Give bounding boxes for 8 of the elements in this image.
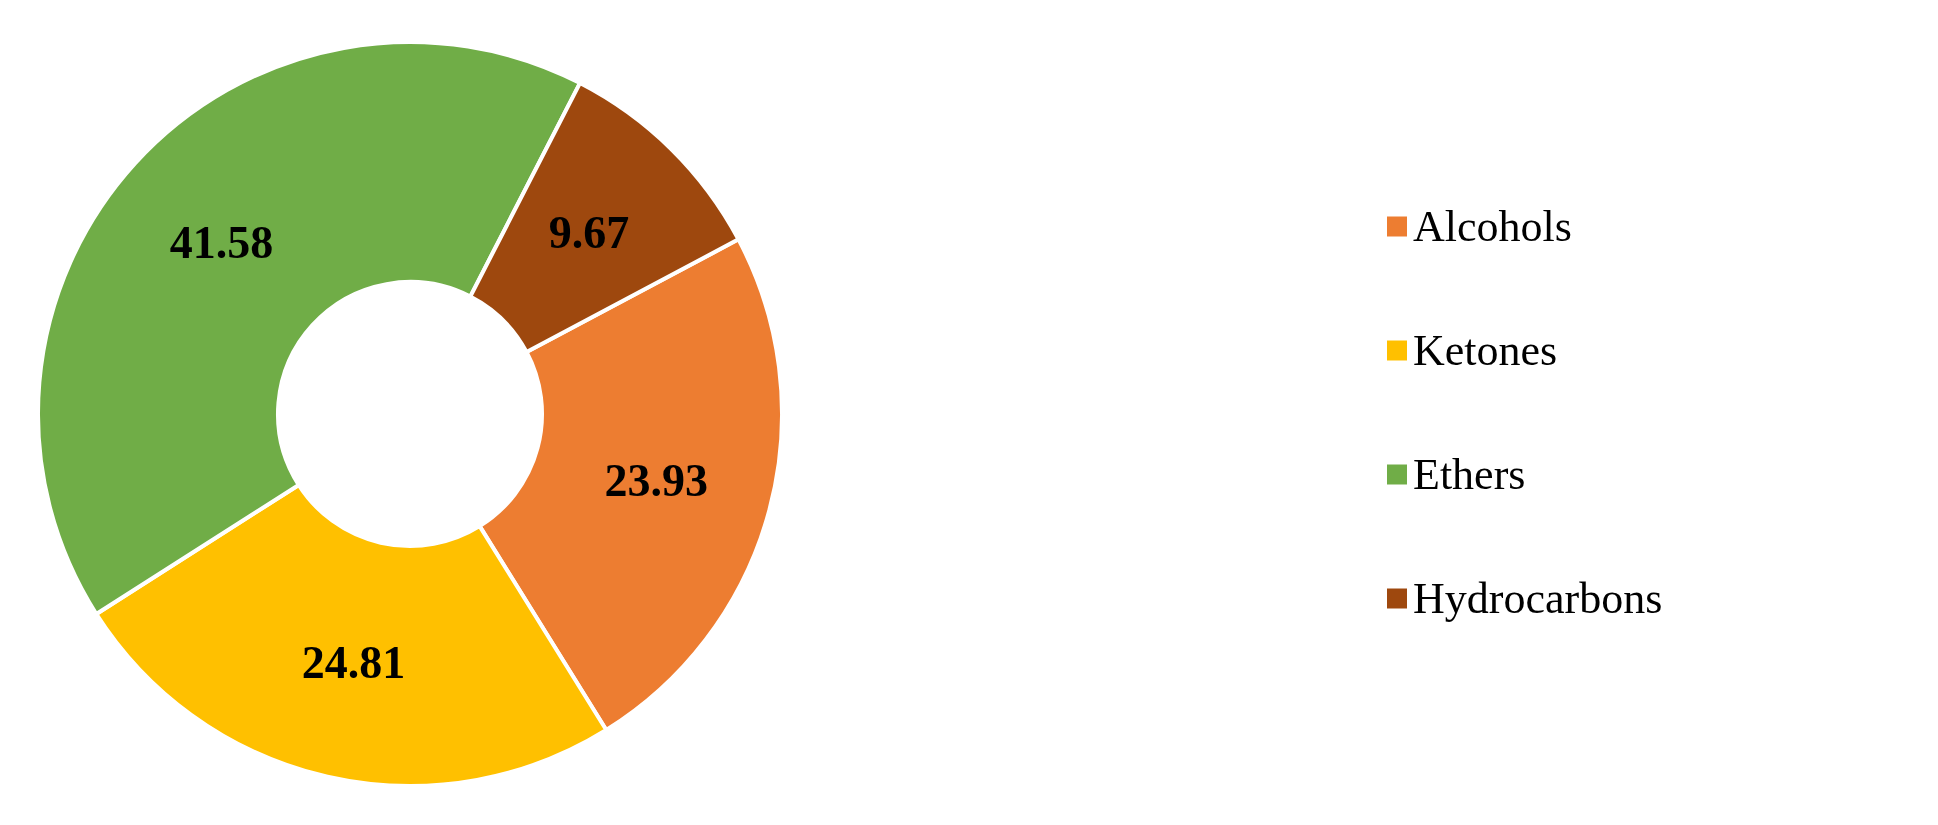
legend-label: Hydrocarbons	[1413, 574, 1663, 623]
data-label: 41.58	[169, 216, 274, 268]
data-label: 9.67	[548, 206, 630, 258]
legend-label: Ketones	[1413, 326, 1558, 375]
legend-label: Alcohols	[1413, 202, 1572, 251]
data-label: 23.93	[604, 454, 708, 506]
legend-label: Ethers	[1413, 450, 1526, 499]
data-label: 24.81	[301, 637, 406, 689]
